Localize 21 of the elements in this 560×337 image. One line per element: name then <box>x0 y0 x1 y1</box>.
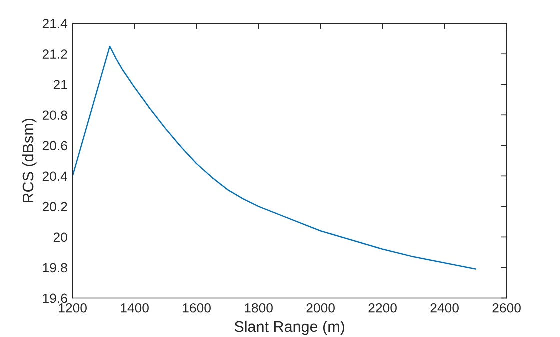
y-tick-label: 20.6 <box>42 141 68 151</box>
y-tick-label: 21.4 <box>42 19 68 28</box>
x-tick-label: 2600 <box>492 303 521 313</box>
y-tick-label: 20.2 <box>42 202 68 212</box>
x-tick-label: 1600 <box>183 303 211 313</box>
y-axis-title: RCS (dBsm) <box>22 119 37 203</box>
y-tick-label: 20 <box>54 232 68 242</box>
x-tick-label: 1400 <box>121 303 149 313</box>
y-tick-label: 21 <box>54 80 68 90</box>
x-tick-label: 2200 <box>368 303 397 313</box>
y-tick-label: 20.4 <box>42 172 68 182</box>
y-tick-label: 19.8 <box>43 263 68 273</box>
x-tick-label: 1800 <box>245 303 273 313</box>
x-axis-title: Slant Range (m) <box>234 320 344 336</box>
y-tick-label: 20.8 <box>42 110 68 120</box>
x-tick-label: 2000 <box>306 303 335 313</box>
line-series <box>72 46 476 270</box>
x-tick-label: 1200 <box>59 303 87 313</box>
y-tick-label: 21.2 <box>42 50 68 59</box>
y-tick-label: 19.6 <box>43 294 68 304</box>
x-tick-label: 2400 <box>430 303 459 313</box>
